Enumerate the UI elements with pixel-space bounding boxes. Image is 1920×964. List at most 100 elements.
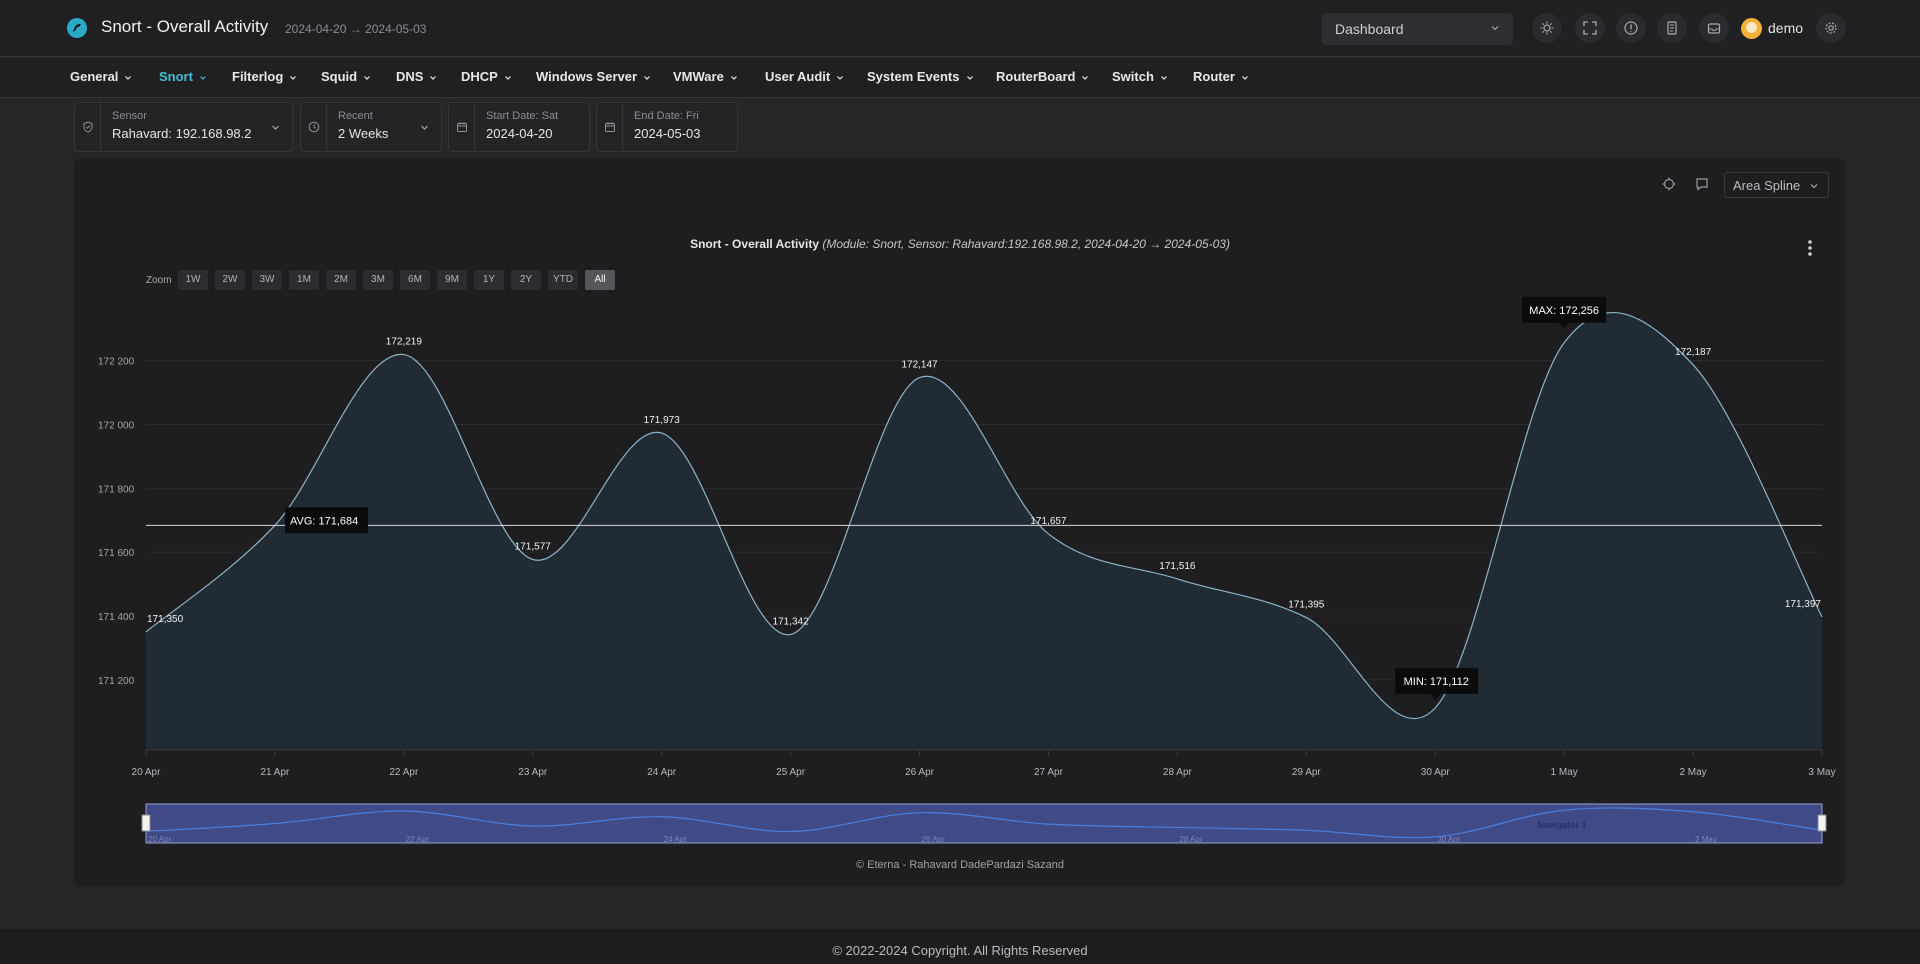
x-tick-label: 28 Apr [1163,767,1193,778]
end-date-picker[interactable]: End Date: Fri 2024-05-03 [596,102,738,152]
nav-item-general[interactable]: General [70,69,132,84]
x-tick-label: 21 Apr [260,767,290,778]
alert-circle-icon [1624,21,1638,35]
nav-item-squid[interactable]: Squid [321,69,371,84]
card-footer: © Eterna - Rahavard DadePardazi Sazand [855,859,1065,871]
nav-item-user-audit[interactable]: User Audit [765,69,844,84]
nav-item-dns[interactable]: DNS [396,69,437,84]
end-date-value: 2024-05-03 [634,126,701,141]
zoom-button-1m[interactable]: 1M [289,270,319,290]
series-line [145,312,1823,719]
nav-item-switch[interactable]: Switch [1112,69,1168,84]
chevron-down-icon [1810,184,1818,189]
calendar-icon [457,122,467,132]
nav-item-snort[interactable]: Snort [159,69,207,84]
clock-icon [308,121,320,133]
zoom-button-2m[interactable]: 2M [326,270,356,290]
average-label: AVG: 171,684 [290,515,358,527]
nav-item-label: Snort [159,69,193,84]
chevron-down-icon [644,75,650,80]
nav-item-label: Windows Server [536,69,638,84]
y-tick-label: 171 600 [98,548,135,559]
recent-value: 2 Weeks [338,126,389,141]
nav-item-vmware[interactable]: VMWare [673,69,738,84]
zoom-button-ytd[interactable]: YTD [548,270,578,290]
data-label: 172,219 [386,337,423,348]
y-tick-label: 172 000 [98,420,135,431]
x-tick-label: 1 May [1551,767,1578,778]
zoom-button-1y[interactable]: 1Y [474,270,504,290]
zoom-label: Zoom [146,275,172,286]
max-label-pointer [1559,322,1570,329]
navigator-tick-label: 28 Apr [1179,835,1202,844]
zoom-button-all[interactable]: All [585,270,615,290]
documents-button[interactable] [1657,13,1687,43]
nav-item-filterlog[interactable]: Filterlog [232,69,297,84]
fullscreen-button[interactable] [1575,13,1605,43]
chart-menu-icon[interactable] [1806,238,1814,258]
nav-item-system-events[interactable]: System Events [867,69,974,84]
navigator-tick-label: 26 Apr [922,835,945,844]
chevron-down-icon [421,125,428,130]
alerts-button[interactable] [1616,13,1646,43]
page-footer: © 2022-2024 Copyright. All Rights Reserv… [0,929,1920,964]
inbox-button[interactable] [1699,13,1729,43]
x-tick-label: 2 May [1679,767,1706,778]
calendar-icon [605,122,615,132]
crosshair-icon[interactable] [1661,176,1677,192]
min-label-box [1395,667,1479,694]
zoom-button-2y[interactable]: 2Y [511,270,541,290]
x-tick-label: 25 Apr [776,767,806,778]
nav-item-routerboard[interactable]: RouterBoard [996,69,1089,84]
username[interactable]: demo [1768,20,1804,36]
y-tick-label: 172 200 [98,357,135,368]
chevron-down-icon [730,75,737,80]
nav-item-label: Router [1193,69,1235,84]
data-label: 171,395 [1288,600,1325,611]
zoom-button-6m[interactable]: 6M [400,270,430,290]
zoom-button-2w[interactable]: 2W [215,270,245,290]
sensor-icon-box [75,103,101,151]
chart-type-select[interactable]: Area Spline [1724,172,1829,198]
recent-icon-box [301,103,327,151]
sensor-value: Rahavard: 192.168.98.2 [112,126,252,141]
nav-item-dhcp[interactable]: DHCP [461,69,512,84]
chart-type-value: Area Spline [1733,178,1801,193]
dashboard-select[interactable]: Dashboard [1322,13,1513,45]
zoom-button-9m[interactable]: 9M [437,270,467,290]
nav-item-windows-server[interactable]: Windows Server [536,69,651,84]
data-label: 171,342 [773,616,810,627]
navigator-right-handle[interactable] [1817,814,1827,832]
page-date-range: 2024-04-20 → 2024-05-03 [285,22,427,36]
x-tick-label: 29 Apr [1292,767,1322,778]
nav-item-router[interactable]: Router [1193,69,1249,84]
copyright-text: © 2022-2024 Copyright. All Rights Reserv… [832,943,1088,958]
nav-item-label: Switch [1112,69,1154,84]
comment-icon[interactable] [1694,176,1710,192]
x-tick-label: 27 Apr [1034,767,1064,778]
chevron-down-icon [1241,75,1248,80]
nav-item-label: DNS [396,69,424,84]
sun-icon [1540,21,1554,35]
navigator-tick-label: 22 Apr [406,835,429,844]
zoom-button-3m[interactable]: 3M [363,270,393,290]
settings-button[interactable] [1816,13,1846,43]
theme-toggle-button[interactable] [1532,13,1562,43]
recent-select[interactable]: Recent 2 Weeks [300,102,442,152]
navigator-tick-label: 24 Apr [664,835,687,844]
gear-icon [1825,22,1837,34]
app-logo-icon[interactable] [66,17,88,39]
zoom-button-3w[interactable]: 3W [252,270,282,290]
sensor-select[interactable]: Sensor Rahavard: 192.168.98.2 [74,102,293,152]
start-date-picker[interactable]: Start Date: Sat 2024-04-20 [448,102,590,152]
main-nav: General Snort Filterlog Squid DNS DHCP W… [0,58,1920,98]
avatar[interactable] [1741,18,1762,39]
nav-item-label: System Events [867,69,960,84]
navigator-left-handle[interactable] [141,814,151,832]
zoom-button-1w[interactable]: 1W [178,270,208,290]
x-tick-label: 3 May [1808,767,1835,778]
y-tick-label: 171 200 [98,676,135,687]
start-date-icon-box [449,103,475,151]
data-label: 171,973 [644,415,681,426]
